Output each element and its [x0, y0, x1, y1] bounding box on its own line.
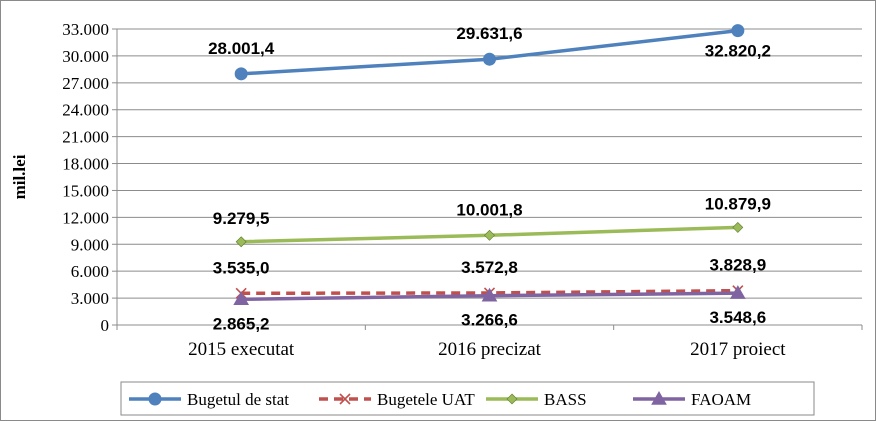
- legend-entry: Bugetele UAT: [319, 390, 475, 409]
- y-tick-label: 0: [101, 316, 110, 335]
- data-point-triangle: [481, 287, 498, 302]
- y-tick-label: 15.000: [62, 181, 109, 200]
- legend-entry: BASS: [486, 390, 587, 409]
- y-tick-label: 21.000: [62, 128, 109, 147]
- y-tick-label: 3.000: [71, 289, 109, 308]
- data-label: 10.879,9: [705, 194, 771, 213]
- x-category-label: 2017 proiect: [690, 339, 786, 360]
- y-tick-label: 30.000: [62, 47, 109, 66]
- y-tick-label: 33.000: [62, 20, 109, 39]
- y-tick-label: 6.000: [71, 262, 109, 281]
- data-point-diamond: [732, 221, 744, 233]
- data-point-diamond: [484, 229, 495, 241]
- legend-box: [120, 381, 815, 416]
- x-category-label: 2015 executat: [188, 339, 295, 360]
- data-label: 32.820,2: [705, 42, 771, 61]
- series-lines: [233, 24, 746, 306]
- data-point-circle: [234, 67, 248, 81]
- data-label: 2.865,2: [213, 314, 270, 333]
- data-point-x-stroke: [339, 393, 351, 405]
- data-point-x: [339, 393, 351, 405]
- y-tick-label: 12.000: [62, 208, 109, 227]
- y-axis-title: mil.lei: [10, 154, 29, 199]
- legend-label: BASS: [544, 390, 587, 409]
- data-label: 29.631,6: [456, 24, 522, 43]
- y-tick-label: 9.000: [71, 235, 109, 254]
- data-point-triangle: [729, 285, 746, 299]
- data-point-triangle: [233, 291, 250, 306]
- data-label: 3.266,6: [461, 311, 518, 330]
- legend: Bugetul de stat Bugetele UAT BASS FAOAM: [120, 381, 815, 416]
- data-point-circle: [148, 392, 162, 406]
- legend-label: FAOAM: [691, 390, 751, 409]
- data-label: 10.001,8: [456, 200, 522, 219]
- plot-area: [117, 29, 862, 325]
- y-tick-label: 27.000: [62, 74, 109, 93]
- data-point-circle: [731, 24, 745, 38]
- data-point-circle: [483, 52, 496, 66]
- axes: 0 3.000 6.000 9.000 12.000 15.000 18.000 21.000…: [62, 20, 863, 360]
- data-point-triangle: [651, 390, 667, 405]
- legend-label: Bugetul de stat: [187, 390, 289, 409]
- legend-label: Bugetele UAT: [377, 390, 475, 409]
- data-label: 3.828,9: [709, 256, 766, 275]
- legend-entry: Bugetul de stat: [129, 390, 289, 409]
- data-point-diamond: [506, 393, 518, 405]
- y-tick-label: 18.000: [62, 155, 109, 174]
- y-tick-label: 24.000: [62, 101, 109, 120]
- data-label: 3.548,6: [709, 308, 766, 327]
- data-point-diamond: [235, 236, 247, 248]
- x-category-label: 2016 precizat: [438, 339, 542, 360]
- data-labels: 28.001,4 29.631,6 32.820,2 3.535,0 3.572,8 3.…: [208, 24, 771, 333]
- data-label: 28.001,4: [208, 39, 275, 58]
- data-label: 3.572,8: [461, 258, 518, 277]
- data-label: 9.279,5: [213, 209, 270, 228]
- legend-entry: FAOAM: [633, 390, 751, 409]
- data-label: 3.535,0: [213, 258, 270, 277]
